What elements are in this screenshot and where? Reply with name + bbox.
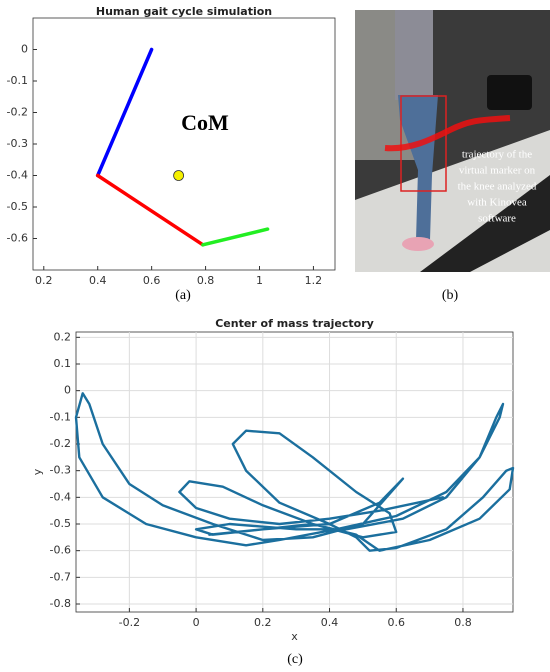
y-tick-label: -0.2: [7, 106, 28, 119]
photo-annotation-line: virtual marker on: [459, 165, 536, 177]
y-tick-label: -0.5: [50, 517, 71, 530]
x-tick-label: 0: [193, 616, 200, 629]
device: [487, 75, 532, 110]
y-axis-label: y: [31, 468, 44, 475]
series-line: [95, 173, 205, 247]
x-tick-label: 0.2: [35, 274, 53, 287]
shirt: [395, 10, 433, 100]
shoe: [402, 237, 434, 251]
photo-annotation-line: software: [478, 213, 516, 225]
photo-annotation: trajectory of the virtual marker on the kn…: [458, 149, 537, 225]
chart-title: Human gait cycle simulation: [96, 5, 272, 18]
x-tick-label: 0.2: [254, 616, 272, 629]
series-line: [95, 47, 154, 178]
x-tick-label: 0.4: [89, 274, 107, 287]
y-tick-label: -0.3: [7, 137, 28, 150]
y-tick-label: -0.5: [7, 200, 28, 213]
treadmill-belt: [420, 175, 550, 272]
x-tick-label: 1.2: [305, 274, 323, 287]
y-tick-label: -0.3: [50, 464, 71, 477]
x-tick-label: 0.4: [321, 616, 339, 629]
point: [173, 170, 185, 181]
jeans: [398, 95, 438, 240]
photo-panel: trajectory of the virtual marker on the kn…: [355, 10, 550, 272]
x-tick-label: 0.6: [387, 616, 405, 629]
y-tick-label: -0.2: [50, 437, 71, 450]
y-tick-label: -0.4: [50, 490, 71, 503]
photo-annotation-line: trajectory of the: [462, 149, 532, 161]
y-tick-label: -0.1: [7, 74, 28, 87]
y-tick-label: -0.7: [50, 570, 71, 583]
photo-annotation-line: with Kinovea: [467, 197, 527, 209]
plot-area: [75, 331, 514, 613]
marker-trajectory: [384, 115, 511, 152]
x-tick-label: 1: [256, 274, 263, 287]
y-tick-label: 0: [64, 384, 71, 397]
tracking-box: [400, 95, 447, 192]
y-tick-label: -0.4: [7, 169, 28, 182]
plot-area: [32, 17, 336, 271]
caption: (c): [287, 652, 303, 667]
y-tick-label: -0.1: [50, 410, 71, 423]
chart-title: Center of mass trajectory: [215, 317, 374, 330]
x-tick-label: -0.2: [119, 616, 140, 629]
x-axis-label: x: [291, 630, 298, 643]
y-tick-label: 0: [21, 43, 28, 56]
caption: (b): [442, 288, 459, 303]
y-tick-label: 0.2: [54, 330, 72, 343]
annotation: CoM: [181, 110, 229, 135]
y-tick-label: -0.6: [7, 232, 28, 245]
y-tick-label: 0.1: [54, 357, 72, 370]
series-line: [201, 227, 270, 247]
x-tick-label: 0.6: [143, 274, 161, 287]
y-tick-label: -0.6: [50, 544, 71, 557]
series-line: [74, 392, 515, 552]
caption: (a): [175, 288, 191, 303]
y-tick-label: -0.8: [50, 597, 71, 610]
x-tick-label: 0.8: [454, 616, 472, 629]
x-tick-label: 0.8: [197, 274, 215, 287]
photo-annotation-line: the knee analyzed: [458, 181, 537, 193]
